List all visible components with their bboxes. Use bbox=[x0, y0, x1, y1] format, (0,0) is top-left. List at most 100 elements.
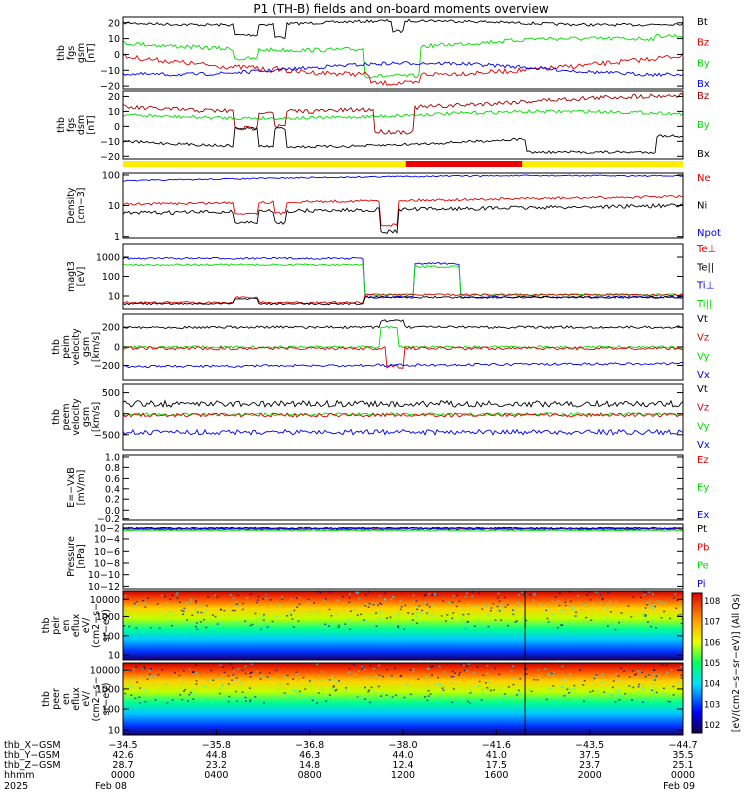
spectrogram-pixel bbox=[348, 628, 351, 631]
spectrogram-pixel bbox=[375, 611, 378, 613]
y-tick-label: 10 bbox=[108, 725, 120, 736]
spectrogram-pixel bbox=[348, 619, 351, 622]
y-axis-label-line: gsm bbox=[76, 43, 87, 63]
spectrogram-pixel bbox=[294, 605, 297, 607]
spectrogram-pixel bbox=[136, 602, 139, 604]
spectrogram-pixel bbox=[443, 671, 446, 673]
y-axis-label-line: thb bbox=[41, 691, 52, 707]
spectrogram-pixel bbox=[518, 594, 521, 596]
y-tick-label: 10−10 bbox=[88, 570, 120, 581]
spectrogram-pixel bbox=[278, 604, 281, 606]
spectrogram-pixel bbox=[219, 664, 222, 667]
spectrogram-pixel bbox=[482, 674, 485, 676]
spectrogram-pixel bbox=[458, 600, 461, 603]
spectrogram-pixel bbox=[492, 603, 495, 605]
x-axis-value: 44.8 bbox=[206, 750, 227, 761]
spectrogram-pixel bbox=[632, 596, 635, 598]
spectrogram-pixel bbox=[651, 689, 654, 692]
spectrogram-pixel bbox=[451, 701, 454, 704]
x-axis-value: 1200 bbox=[391, 770, 415, 781]
spectrogram-pixel bbox=[152, 626, 155, 629]
spectrogram-pixel bbox=[577, 594, 579, 597]
y-tick-label: 10000 bbox=[90, 595, 120, 606]
spectrogram-pixel bbox=[342, 595, 345, 598]
spectrogram-pixel bbox=[606, 603, 609, 605]
spectrogram-pixel bbox=[231, 679, 234, 681]
spectrogram-pixel bbox=[218, 692, 221, 695]
spectrogram-pixel bbox=[560, 685, 563, 688]
spectrogram-pixel bbox=[372, 603, 375, 606]
spectrogram-pixel bbox=[399, 608, 402, 611]
y-axis-label-line: [nT] bbox=[86, 115, 97, 134]
spectrogram-pixel bbox=[369, 664, 372, 667]
spectrogram-pixel bbox=[508, 697, 511, 699]
spectrogram-pixel bbox=[666, 671, 669, 674]
spectrogram-pixel bbox=[338, 624, 341, 627]
spectrogram-pixel bbox=[428, 606, 431, 608]
spectrogram-pixel bbox=[441, 687, 444, 689]
spectrogram-pixel bbox=[421, 622, 424, 624]
y-axis-label-line: velocity bbox=[71, 328, 82, 366]
spectrogram-pixel bbox=[348, 593, 351, 595]
spectrogram-pixel bbox=[590, 608, 593, 611]
spectrogram-pixel bbox=[194, 601, 197, 604]
spectrogram-pixel bbox=[138, 696, 141, 698]
spectrogram-pixel bbox=[161, 669, 164, 671]
spectrogram-pixel bbox=[655, 627, 657, 629]
spectrogram-pixel bbox=[569, 600, 572, 603]
spectrogram-pixel bbox=[659, 625, 662, 627]
spectrogram-pixel bbox=[386, 668, 389, 671]
spectrogram-pixel bbox=[624, 693, 627, 695]
spectrogram-pixel bbox=[675, 607, 678, 610]
spectrogram-pixel bbox=[124, 595, 127, 597]
spectrogram-pixel bbox=[405, 683, 408, 686]
spectrogram-pixel bbox=[259, 678, 262, 680]
spectrogram-pixel bbox=[261, 598, 264, 600]
spectrogram-pixel bbox=[268, 672, 271, 674]
spectrogram-pixel bbox=[288, 611, 291, 613]
spectrogram-pixel bbox=[497, 592, 500, 595]
spectrogram-pixel bbox=[519, 678, 522, 680]
spectrogram-pixel bbox=[618, 679, 621, 682]
colorbar-label-text: [eV/(cm2−s−sr−eV)] (All Qs) bbox=[731, 594, 742, 733]
spectrogram-pixel bbox=[205, 626, 208, 629]
legend-Ex: Ex bbox=[697, 510, 709, 521]
trace-bt bbox=[122, 18, 684, 39]
spectrogram-pixel bbox=[384, 599, 387, 601]
spectrogram-pixel bbox=[244, 665, 247, 668]
spectrogram-pixel bbox=[554, 596, 557, 598]
spectrogram-pixel bbox=[230, 594, 232, 596]
spectrogram-pixel bbox=[308, 602, 311, 605]
spectrogram-pixel bbox=[344, 623, 347, 625]
spectrogram-pixel bbox=[560, 624, 563, 626]
spectrogram-pixel bbox=[562, 679, 565, 681]
spectrogram-pixel bbox=[331, 687, 334, 690]
spectrogram-pixel bbox=[156, 603, 159, 605]
spectrogram-pixel bbox=[471, 595, 474, 597]
spectrogram-pixel bbox=[575, 611, 578, 614]
spectrogram-pixel bbox=[416, 605, 419, 607]
spectrogram-pixel bbox=[255, 670, 258, 673]
spectrogram-pixel bbox=[218, 688, 221, 690]
y-axis-label-spece: thb peer en eflux eV/(cm2−s− sr−eV) bbox=[41, 676, 112, 721]
spectrogram-pixel bbox=[485, 606, 488, 608]
spectrogram-pixel bbox=[183, 607, 186, 610]
spectrogram-pixel bbox=[609, 600, 612, 603]
spectrogram-pixel bbox=[467, 626, 469, 628]
spectrogram-pixel bbox=[614, 628, 617, 631]
spectrogram-pixel bbox=[417, 678, 420, 680]
spectrogram-pixel bbox=[179, 676, 182, 679]
spectrogram-pixel bbox=[266, 676, 269, 678]
x-axis-value: 2000 bbox=[578, 770, 602, 781]
legend-Vt: Vt bbox=[697, 314, 708, 325]
spectrogram-pixel bbox=[375, 675, 378, 678]
spectrogram-pixel bbox=[587, 698, 590, 700]
spectrogram-pixel bbox=[307, 598, 310, 601]
spectrogram-pixel bbox=[635, 673, 638, 675]
spectrogram-pixel bbox=[589, 599, 592, 601]
spectrogram-pixel bbox=[227, 675, 230, 677]
legend-Vz: Vz bbox=[697, 333, 709, 344]
spectrogram-pixel bbox=[249, 676, 252, 678]
spectrogram-pixel bbox=[527, 689, 530, 691]
spectrogram-pixel bbox=[434, 682, 437, 685]
